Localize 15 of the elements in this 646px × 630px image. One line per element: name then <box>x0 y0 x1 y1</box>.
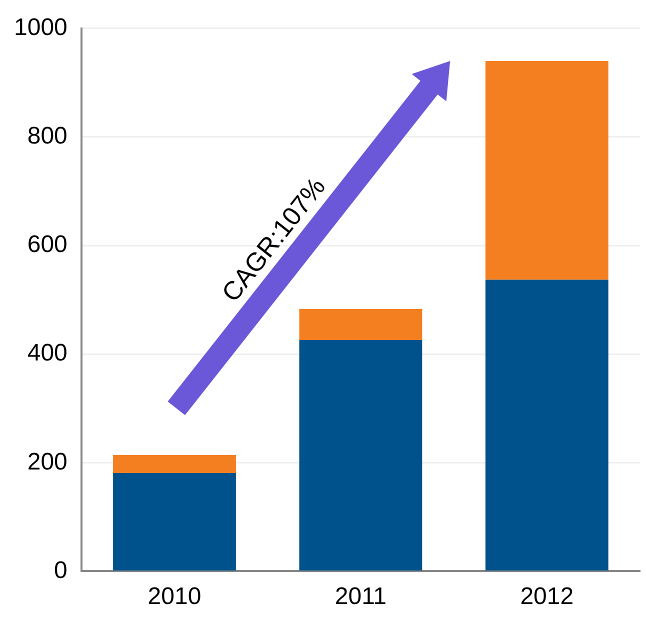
x-tick-label: 2011 <box>334 583 386 610</box>
bar <box>113 455 236 473</box>
y-tick-label: 600 <box>27 231 68 258</box>
bar <box>299 340 422 570</box>
y-tick-label: 1000 <box>14 14 68 42</box>
y-tick-label: 200 <box>27 448 68 476</box>
y-tick-label: 400 <box>27 340 68 367</box>
y-tick-label: 0 <box>54 556 68 584</box>
x-tick-label: 2010 <box>148 583 202 610</box>
bar <box>485 280 608 570</box>
x-tick-label: 2012 <box>520 583 574 610</box>
bar <box>485 60 608 280</box>
bar <box>113 472 236 570</box>
y-tick-label: 800 <box>27 122 68 150</box>
bar <box>299 309 422 340</box>
